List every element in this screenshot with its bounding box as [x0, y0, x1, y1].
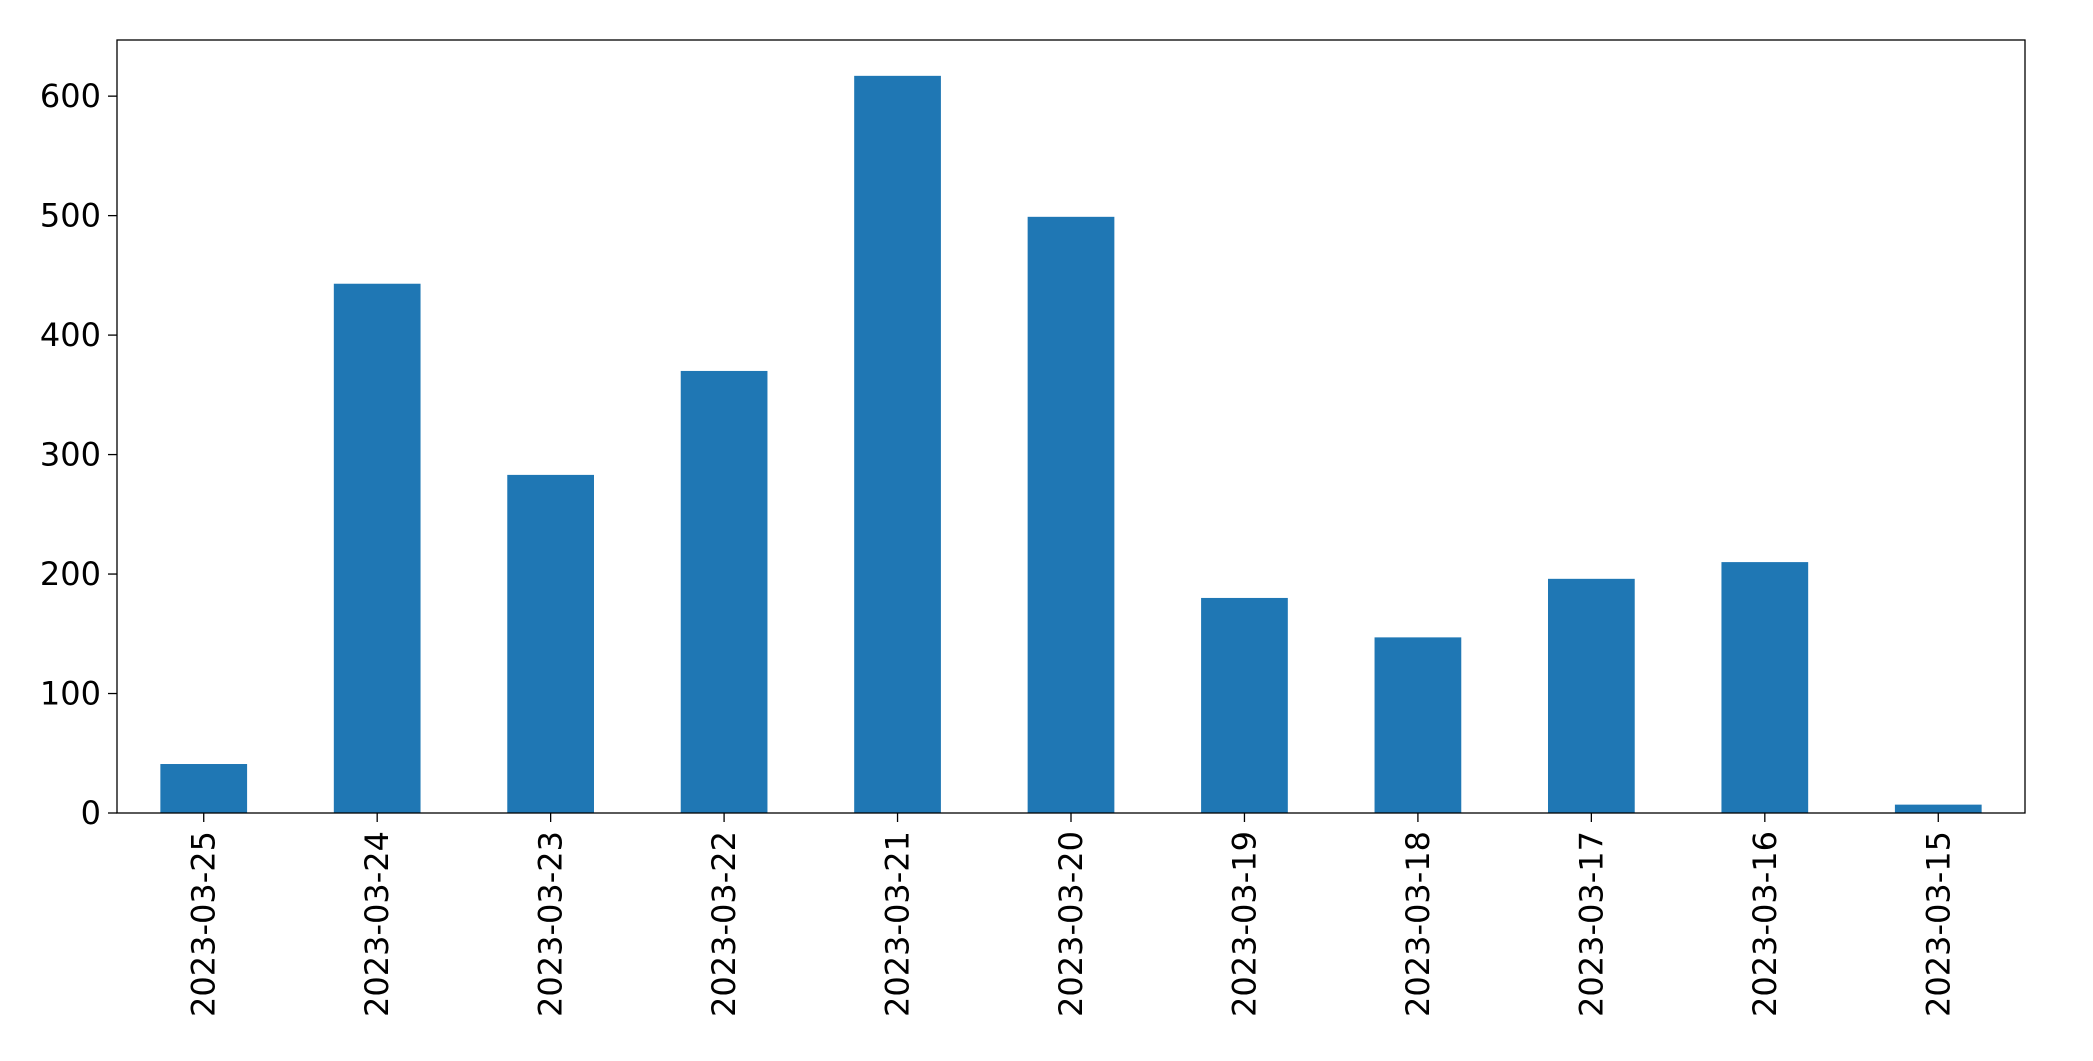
bar — [507, 474, 594, 813]
x-tick-label: 2023-03-18 — [1399, 831, 1437, 1017]
bar — [680, 370, 768, 813]
x-tick-label: 2023-03-17 — [1572, 831, 1610, 1017]
y-tick-label: 300 — [40, 436, 101, 474]
x-tick-label: 2023-03-24 — [358, 831, 396, 1017]
x-tick-label: 2023-03-20 — [1052, 831, 1090, 1017]
y-tick-label: 0 — [81, 794, 101, 832]
x-tick-label: 2023-03-21 — [879, 831, 917, 1017]
bar — [854, 75, 941, 813]
x-tick-label: 2023-03-16 — [1746, 831, 1784, 1017]
bar — [1201, 597, 1288, 813]
x-tick-label: 2023-03-23 — [532, 831, 570, 1017]
bar — [1721, 562, 1809, 813]
y-tick-label: 500 — [40, 197, 101, 235]
y-tick-label: 600 — [40, 77, 101, 115]
bar — [1027, 216, 1115, 813]
x-tick-label: 2023-03-25 — [185, 831, 223, 1017]
bar — [333, 283, 421, 813]
y-tick-label: 100 — [40, 675, 101, 713]
bar — [160, 764, 248, 813]
bar — [1548, 578, 1635, 813]
bar — [1894, 804, 1982, 813]
x-tick-label: 2023-03-19 — [1225, 831, 1263, 1017]
y-tick-label: 200 — [40, 555, 101, 593]
x-tick-label: 2023-03-15 — [1919, 831, 1957, 1017]
x-tick-label: 2023-03-22 — [705, 831, 743, 1017]
bar — [1374, 637, 1462, 813]
plot-frame — [116, 39, 2026, 814]
y-tick-label: 400 — [40, 316, 101, 354]
